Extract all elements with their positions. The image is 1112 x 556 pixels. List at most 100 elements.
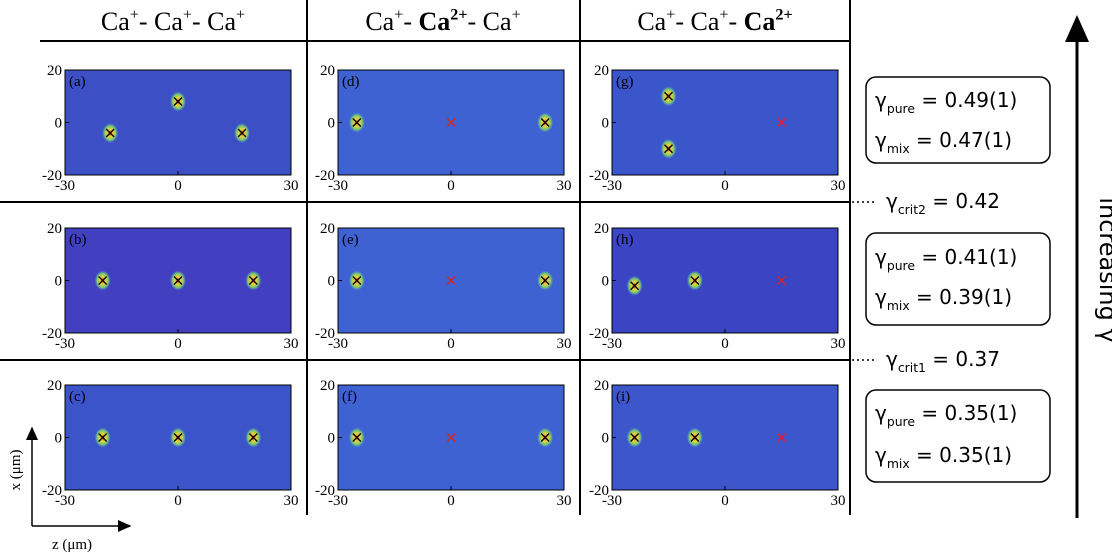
ion-marker xyxy=(352,118,362,127)
x-tick-label: 30 xyxy=(831,336,846,352)
y-tick-label: 20 xyxy=(320,378,335,394)
y-tick-label: -20 xyxy=(42,168,62,184)
text-segment: pure xyxy=(887,414,915,429)
text-segment: + xyxy=(719,7,728,24)
ion-marker xyxy=(248,276,258,285)
text-segment: 2+ xyxy=(775,7,792,24)
text-segment: mix xyxy=(887,298,910,313)
x-tick-label: 30 xyxy=(284,336,299,352)
text-segment: γ xyxy=(875,245,887,269)
text-segment: γ xyxy=(875,443,887,467)
y-tick-label: 0 xyxy=(55,116,63,132)
x-tick-label: -30 xyxy=(328,178,348,194)
heatmap-background xyxy=(612,70,838,175)
text-segment: + xyxy=(183,7,192,24)
text-segment: - xyxy=(403,7,418,36)
x-tick-label: -30 xyxy=(328,493,348,509)
ion-marker xyxy=(446,276,456,285)
text-segment: = 0.47(1) xyxy=(910,128,1012,152)
x-tick-label: 30 xyxy=(557,178,572,194)
y-tick-label: 20 xyxy=(47,63,62,79)
x-tick-label: 0 xyxy=(721,493,729,509)
x-tick-label: -30 xyxy=(602,493,622,509)
heatmap-background xyxy=(65,70,291,175)
ion-marker xyxy=(446,118,456,127)
x-tick-label: 0 xyxy=(447,336,455,352)
text-segment: - Ca xyxy=(468,7,513,36)
y-tick-label: 0 xyxy=(328,116,336,132)
text-segment: Ca xyxy=(365,7,394,36)
ion-marker xyxy=(352,433,362,442)
x-tick-label: 30 xyxy=(831,493,846,509)
x-tick-label: 0 xyxy=(447,493,455,509)
text-segment: = 0.35(1) xyxy=(910,443,1012,467)
x-tick-label: -30 xyxy=(55,336,75,352)
x-tick-label: 0 xyxy=(174,336,182,352)
x-tick-label: 30 xyxy=(284,493,299,509)
y-tick-label: 20 xyxy=(594,221,609,237)
text-segment: = 0.35(1) xyxy=(915,401,1017,425)
x-tick-label: 0 xyxy=(174,493,182,509)
panel-label: (e) xyxy=(342,232,359,248)
ion-marker xyxy=(664,91,673,101)
text-segment: = 0.42 xyxy=(926,189,1000,213)
text-segment: 2+ xyxy=(450,7,467,24)
ion-marker xyxy=(352,276,362,285)
text-segment: + xyxy=(130,7,139,24)
y-tick-label: 0 xyxy=(602,431,610,447)
threshold-lines xyxy=(852,201,876,361)
ion-marker xyxy=(98,276,108,285)
text-segment: crit2 xyxy=(898,202,926,217)
text-segment: + xyxy=(394,7,403,24)
column-header: Ca+- Ca+- Ca2+ xyxy=(637,7,792,36)
panel-label: (f) xyxy=(342,389,357,405)
panel-label: (b) xyxy=(69,232,87,248)
ion-marker xyxy=(237,128,247,138)
ion-marker xyxy=(630,433,640,442)
text-segment: γ xyxy=(875,128,887,152)
ion-marker xyxy=(664,144,673,154)
y-tick-label: 20 xyxy=(320,221,335,237)
text-segment: pure xyxy=(887,101,915,116)
gamma-threshold: γcrit1 = 0.37 xyxy=(886,347,1000,375)
column-header: Ca+- Ca+- Ca+ xyxy=(101,7,245,36)
x-tick-label: 0 xyxy=(447,178,455,194)
text-segment: γ xyxy=(875,401,887,425)
ion-marker xyxy=(105,128,115,138)
y-tick-label: -20 xyxy=(589,168,609,184)
text-segment: Ca xyxy=(637,7,666,36)
text-segment: - Ca xyxy=(675,7,720,36)
y-tick-label: 0 xyxy=(602,274,610,290)
ion-marker xyxy=(173,97,183,106)
y-tick-label: -20 xyxy=(42,483,62,499)
text-segment: - xyxy=(728,7,743,36)
text-segment: crit1 xyxy=(898,360,926,375)
text-segment: γ xyxy=(875,285,887,309)
column-header: Ca+- Ca2+- Ca+ xyxy=(365,7,520,36)
text-segment: + xyxy=(512,7,521,24)
gamma-boxes xyxy=(865,76,1051,483)
text-segment: γ xyxy=(886,189,898,213)
y-tick-label: -20 xyxy=(315,483,335,499)
gamma-value: γpure = 0.35(1) xyxy=(875,401,1017,429)
axis-label-z: z (μm) xyxy=(52,537,92,553)
y-tick-label: -20 xyxy=(42,326,62,342)
gamma-value: γmix = 0.39(1) xyxy=(875,285,1012,313)
arrow-label: increasing γ xyxy=(1094,197,1112,342)
ion-marker xyxy=(690,433,700,442)
text-segment: mix xyxy=(887,456,910,471)
text-segment: = 0.41(1) xyxy=(915,245,1017,269)
y-tick-label: -20 xyxy=(589,483,609,499)
ion-marker xyxy=(540,118,550,127)
x-tick-label: 30 xyxy=(557,336,572,352)
x-tick-label: 30 xyxy=(557,493,572,509)
text-segment: + xyxy=(236,7,245,24)
panel-label: (c) xyxy=(69,389,86,405)
ion-marker xyxy=(630,281,640,291)
ion-marker xyxy=(173,276,183,285)
ion-marker xyxy=(777,118,786,127)
axis-label-x: x (μm) xyxy=(8,450,24,491)
x-tick-label: -30 xyxy=(328,336,348,352)
heatmap-background xyxy=(612,385,838,490)
